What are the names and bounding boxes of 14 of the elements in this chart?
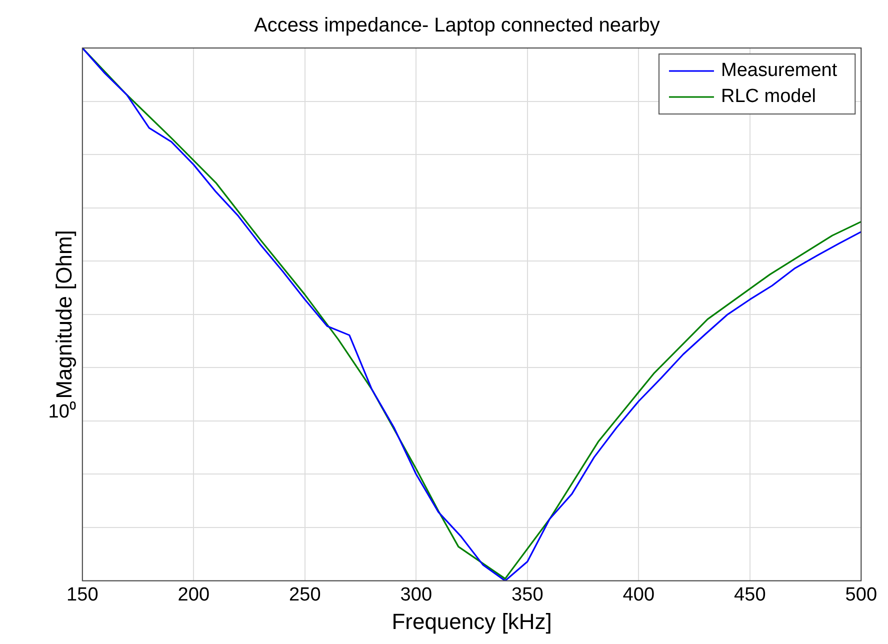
x-tick-label: 150 bbox=[66, 584, 98, 606]
y-axis-title: Magnitude [Ohm] bbox=[51, 230, 76, 399]
x-tick-label: 200 bbox=[178, 584, 210, 606]
x-tick-label: 350 bbox=[512, 584, 544, 606]
x-tick-label: 400 bbox=[622, 584, 654, 606]
legend-label: RLC model bbox=[720, 86, 816, 108]
x-axis-title: Frequency [kHz] bbox=[392, 608, 552, 634]
x-tick-label: 500 bbox=[845, 584, 877, 606]
x-tick-label: 300 bbox=[400, 584, 432, 606]
legend-label: Measurement bbox=[720, 60, 838, 82]
x-tick-label: 250 bbox=[289, 584, 321, 606]
text: 10⁰ bbox=[48, 400, 76, 423]
x-tick-label: 450 bbox=[734, 584, 766, 606]
chart-title: Access impedance- Laptop connected nearby bbox=[254, 14, 660, 37]
